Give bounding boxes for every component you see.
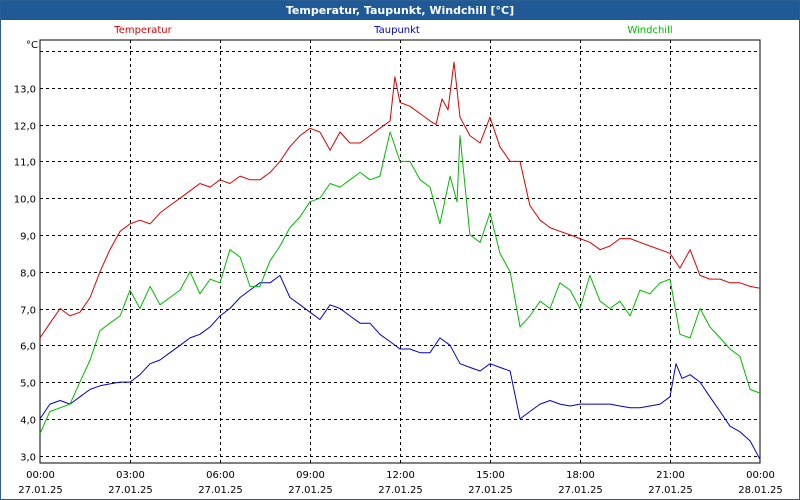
x-tick-time-label: 18:00 bbox=[566, 470, 595, 481]
y-tick-label: 12,0 bbox=[14, 122, 36, 133]
y-tick-label: 5,0 bbox=[20, 379, 36, 390]
x-tick-date-label: 27.01.25 bbox=[198, 485, 243, 496]
x-tick-time-label: 00:00 bbox=[746, 470, 775, 481]
x-tick-time-label: 00:00 bbox=[26, 470, 55, 481]
series-line-taupunkt bbox=[39, 274, 761, 460]
y-tick-label: 10,0 bbox=[14, 195, 36, 206]
legend-entry-taupunkt: Taupunkt bbox=[373, 25, 420, 36]
x-tick-time-label: 09:00 bbox=[296, 470, 325, 481]
x-tick-date-label: 27.01.25 bbox=[18, 485, 63, 496]
x-tick-time-label: 12:00 bbox=[386, 470, 415, 481]
series-line-temperatur bbox=[39, 61, 761, 339]
legend-entry-windchill: Windchill bbox=[627, 25, 672, 36]
x-tick-date-label: 27.01.25 bbox=[108, 485, 153, 496]
x-tick-date-label: 27.01.25 bbox=[558, 485, 603, 496]
x-tick-time-label: 21:00 bbox=[656, 470, 685, 481]
y-tick-label: 6,0 bbox=[20, 342, 36, 353]
y-tick-label: 9,0 bbox=[20, 232, 36, 243]
y-tick-label: 8,0 bbox=[20, 269, 36, 280]
y-tick-label: 7,0 bbox=[20, 306, 36, 317]
x-tick-date-label: 27.01.25 bbox=[288, 485, 333, 496]
x-tick-time-label: 03:00 bbox=[116, 470, 145, 481]
y-tick-label: 13,0 bbox=[14, 85, 36, 96]
x-tick-time-label: 15:00 bbox=[476, 470, 505, 481]
legend-entry-temperatur: Temperatur bbox=[113, 25, 172, 36]
y-tick-label: 4,0 bbox=[20, 416, 36, 427]
chart-title: Temperatur, Taupunkt, Windchill [°C] bbox=[1, 1, 799, 20]
y-tick-label: 11,0 bbox=[14, 158, 36, 169]
x-tick-date-label: 27.01.25 bbox=[648, 485, 693, 496]
x-tick-date-label: 27.01.25 bbox=[468, 485, 513, 496]
x-tick-time-label: 06:00 bbox=[206, 470, 235, 481]
series-line-windchill bbox=[39, 131, 761, 434]
x-tick-date-label: 28.01.25 bbox=[738, 485, 783, 496]
y-axis-label: °C bbox=[26, 40, 38, 51]
y-tick-label: 3,0 bbox=[20, 453, 36, 464]
x-tick-date-label: 27.01.25 bbox=[378, 485, 423, 496]
